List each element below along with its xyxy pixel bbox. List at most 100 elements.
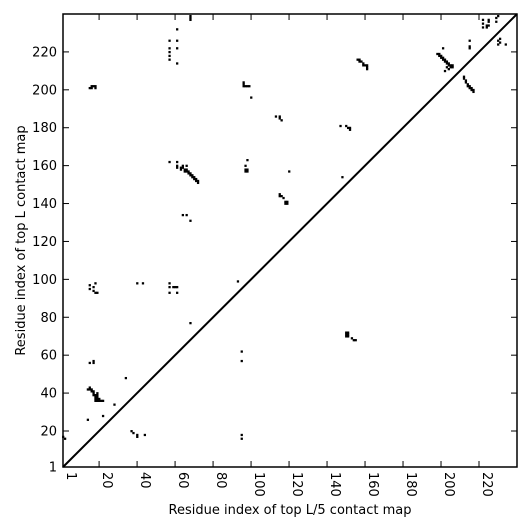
contact-cell-upper bbox=[441, 58, 445, 61]
contact-cell-upper bbox=[90, 86, 93, 90]
contact-cell-upper bbox=[466, 85, 469, 88]
contact-cell-upper bbox=[339, 124, 342, 128]
contact-cell-lower bbox=[246, 168, 249, 171]
contact-cell-upper bbox=[443, 60, 447, 63]
contact-cell-lower bbox=[176, 285, 179, 289]
contact-cell-lower bbox=[187, 170, 190, 173]
contact-cell-upper bbox=[365, 66, 369, 69]
contact-cell-lower bbox=[193, 177, 196, 181]
contact-cell-lower bbox=[96, 397, 99, 401]
contact-cell-upper bbox=[168, 50, 171, 54]
contact-cell-lower bbox=[240, 350, 243, 353]
contact-cell-lower bbox=[168, 282, 171, 285]
contact-cell-lower bbox=[193, 176, 196, 179]
contact-cell-lower bbox=[92, 394, 95, 397]
y-tick-label: 200 bbox=[32, 83, 57, 98]
contact-cell-lower bbox=[183, 170, 186, 173]
contact-cell-upper bbox=[451, 64, 454, 67]
contact-cell-upper bbox=[485, 24, 488, 27]
contact-cell-lower bbox=[189, 322, 192, 325]
contact-cell-upper bbox=[364, 64, 367, 67]
contact-cell-upper bbox=[447, 62, 450, 65]
contact-cell-upper bbox=[438, 54, 441, 58]
contact-cell-upper bbox=[495, 20, 498, 23]
contact-cell-upper bbox=[358, 60, 361, 63]
contact-cell-upper bbox=[250, 96, 253, 99]
contact-cell-lower bbox=[92, 289, 95, 293]
contact-cell-lower bbox=[63, 437, 67, 440]
contact-cell-upper bbox=[470, 88, 473, 92]
contact-cell-upper bbox=[176, 62, 179, 65]
contact-cell-lower bbox=[189, 172, 192, 175]
contact-cell-lower bbox=[94, 394, 97, 397]
contact-cell-lower bbox=[96, 291, 99, 294]
y-tick-label: 20 bbox=[40, 424, 57, 439]
contact-cell-lower bbox=[176, 166, 179, 169]
contact-cell-lower bbox=[168, 291, 171, 294]
contact-cell-upper bbox=[436, 52, 439, 56]
diagonal-line bbox=[62, 13, 518, 468]
contact-cell-lower bbox=[136, 435, 139, 439]
contact-cell-lower bbox=[185, 168, 188, 171]
contact-cell-upper bbox=[356, 58, 359, 61]
contact-cell-upper bbox=[472, 88, 475, 92]
y-axis-label: Residue index of top L contact map bbox=[14, 125, 29, 355]
contact-cell-upper bbox=[462, 75, 466, 78]
contact-cell-upper bbox=[246, 85, 249, 88]
contact-cell-lower bbox=[196, 179, 200, 183]
contact-cell-lower bbox=[346, 331, 350, 334]
contact-cell-upper bbox=[468, 39, 471, 42]
contact-cell-upper bbox=[487, 24, 490, 27]
x-tick-label: 60 bbox=[175, 472, 190, 489]
contact-cell-lower bbox=[88, 386, 91, 389]
contact-cell-lower bbox=[96, 394, 99, 397]
contact-cell-lower bbox=[286, 200, 289, 203]
contact-cell-upper bbox=[358, 58, 361, 61]
contact-cell-lower bbox=[136, 282, 139, 285]
contact-cell-upper bbox=[348, 128, 352, 131]
contact-cell-upper bbox=[176, 28, 179, 31]
contact-cell-upper bbox=[443, 58, 447, 61]
contact-cell-upper bbox=[88, 86, 91, 90]
contact-cell-upper bbox=[481, 18, 485, 22]
contact-cell-upper bbox=[443, 69, 447, 73]
y-tick-label: 100 bbox=[32, 273, 57, 288]
contact-cell-upper bbox=[90, 85, 93, 88]
contact-cell-lower bbox=[92, 285, 95, 289]
contact-cell-lower bbox=[86, 388, 90, 391]
contact-cell-lower bbox=[278, 195, 281, 198]
contact-cell-lower bbox=[345, 333, 348, 336]
x-tick-label: 100 bbox=[251, 472, 266, 497]
contact-cell-upper bbox=[440, 54, 443, 58]
contact-cell-lower bbox=[92, 361, 95, 365]
contact-cell-lower bbox=[240, 359, 243, 363]
contact-cell-lower bbox=[98, 397, 101, 401]
contact-cell-upper bbox=[468, 85, 471, 88]
contact-cell-lower bbox=[132, 431, 135, 435]
contact-cell-upper bbox=[94, 86, 97, 90]
contact-cell-upper bbox=[481, 22, 485, 25]
contact-cell-upper bbox=[472, 90, 475, 94]
contact-cell-upper bbox=[441, 56, 445, 59]
contact-cell-lower bbox=[176, 160, 179, 164]
contact-cell-upper bbox=[176, 39, 179, 42]
contact-cell-upper bbox=[445, 62, 449, 65]
contact-cell-upper bbox=[495, 16, 498, 20]
contact-cell-lower bbox=[94, 399, 97, 402]
contact-cell-upper bbox=[168, 58, 171, 61]
contact-cell-upper bbox=[189, 16, 192, 20]
x-tick-label: 180 bbox=[403, 472, 418, 497]
contact-cell-lower bbox=[124, 376, 128, 380]
contact-cell-lower bbox=[183, 168, 186, 171]
y-tick-label: 60 bbox=[40, 349, 57, 364]
y-tick-label: 1 bbox=[49, 461, 57, 476]
contact-cell-upper bbox=[449, 64, 452, 67]
contact-cell-lower bbox=[246, 170, 249, 173]
contact-cell-lower bbox=[185, 213, 188, 217]
contact-cell-lower bbox=[236, 280, 240, 283]
contact-cell-upper bbox=[447, 68, 450, 71]
contact-cell-upper bbox=[470, 86, 473, 90]
contact-cell-lower bbox=[286, 202, 289, 205]
contact-cell-lower bbox=[282, 196, 285, 200]
